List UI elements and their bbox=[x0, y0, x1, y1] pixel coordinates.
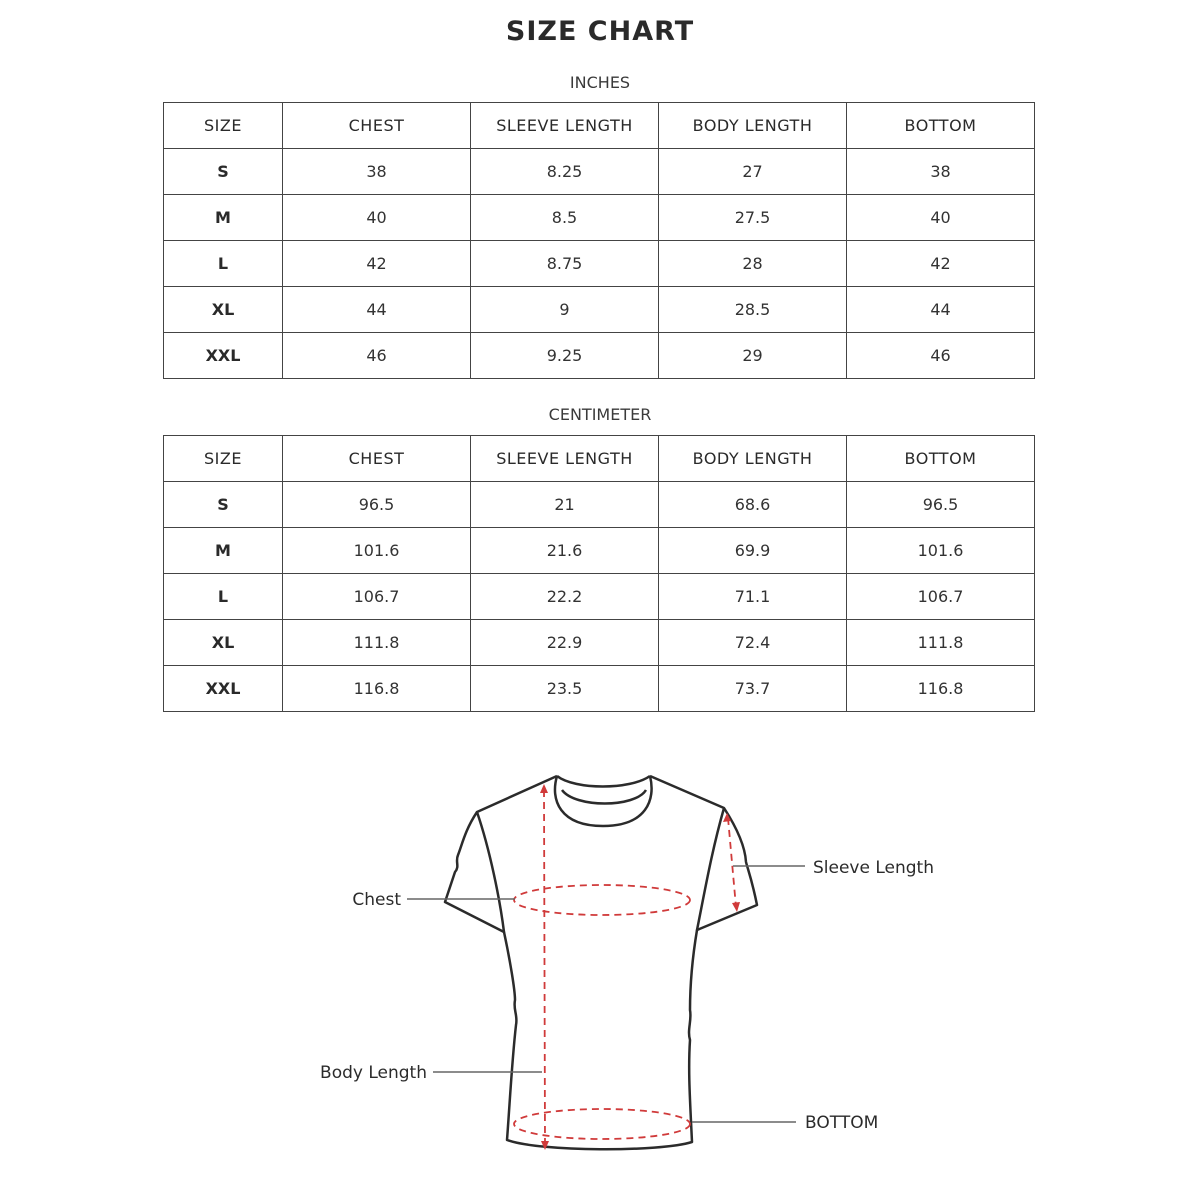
size-cell: S bbox=[163, 148, 283, 195]
value-cell: 73.7 bbox=[658, 665, 847, 712]
table-row: M 40 8.5 27.5 40 bbox=[163, 194, 1035, 241]
tshirt-outline bbox=[443, 774, 759, 1151]
value-cell: 8.75 bbox=[470, 240, 659, 287]
size-cell: L bbox=[163, 240, 283, 287]
size-cell: XXL bbox=[163, 332, 283, 379]
value-cell: 106.7 bbox=[282, 573, 471, 620]
value-cell: 38 bbox=[282, 148, 471, 195]
column-header: SIZE bbox=[163, 435, 283, 482]
value-cell: 28.5 bbox=[658, 286, 847, 333]
column-header: SLEEVE LENGTH bbox=[470, 435, 659, 482]
table-row: XL 44 9 28.5 44 bbox=[163, 286, 1035, 333]
chest-measure bbox=[513, 884, 691, 916]
table-row: XXL 46 9.25 29 46 bbox=[163, 332, 1035, 379]
arrow-up-icon bbox=[540, 784, 548, 793]
value-cell: 111.8 bbox=[846, 619, 1035, 666]
table-row: L 106.7 22.2 71.1 106.7 bbox=[163, 573, 1035, 620]
value-cell: 44 bbox=[846, 286, 1035, 333]
table-row: S 38 8.25 27 38 bbox=[163, 148, 1035, 195]
column-header: CHEST bbox=[282, 435, 471, 482]
arrow-down-icon bbox=[732, 902, 740, 912]
inches-caption: INCHES bbox=[569, 73, 631, 92]
size-cell: M bbox=[163, 527, 283, 574]
table-row: XL 111.8 22.9 72.4 111.8 bbox=[163, 619, 1035, 666]
value-cell: 46 bbox=[282, 332, 471, 379]
value-cell: 111.8 bbox=[282, 619, 471, 666]
inches-table: SIZE CHEST SLEEVE LENGTH BODY LENGTH BOTTOM S… bbox=[163, 102, 1035, 379]
size-cell: L bbox=[163, 573, 283, 620]
table-row: XXL 116.8 23.5 73.7 116.8 bbox=[163, 665, 1035, 712]
header-row: SIZE CHEST SLEEVE LENGTH BODY LENGTH BOTTOM bbox=[163, 102, 1035, 149]
bottom-measure bbox=[513, 1108, 691, 1140]
column-header: BODY LENGTH bbox=[658, 435, 847, 482]
centimeter-table: SIZE CHEST SLEEVE LENGTH BODY LENGTH BOTTOM S… bbox=[163, 435, 1035, 712]
value-cell: 42 bbox=[846, 240, 1035, 287]
value-cell: 46 bbox=[846, 332, 1035, 379]
value-cell: 9.25 bbox=[470, 332, 659, 379]
centimeter-caption: CENTIMETER bbox=[548, 405, 652, 424]
value-cell: 40 bbox=[846, 194, 1035, 241]
size-cell: XL bbox=[163, 619, 283, 666]
value-cell: 23.5 bbox=[470, 665, 659, 712]
arrow-up-icon bbox=[723, 813, 731, 822]
column-header: BOTTOM bbox=[846, 435, 1035, 482]
column-header: BOTTOM bbox=[846, 102, 1035, 149]
value-cell: 44 bbox=[282, 286, 471, 333]
value-cell: 101.6 bbox=[846, 527, 1035, 574]
header-row: SIZE CHEST SLEEVE LENGTH BODY LENGTH BOTTOM bbox=[163, 435, 1035, 482]
value-cell: 106.7 bbox=[846, 573, 1035, 620]
value-cell: 42 bbox=[282, 240, 471, 287]
column-header: BODY LENGTH bbox=[658, 102, 847, 149]
size-cell: XXL bbox=[163, 665, 283, 712]
value-cell: 116.8 bbox=[846, 665, 1035, 712]
bottom-label: BOTTOM bbox=[805, 1113, 878, 1133]
chest-label: Chest bbox=[352, 890, 401, 910]
body-length-label: Body Length bbox=[320, 1063, 427, 1083]
page-title: SIZE CHART bbox=[505, 16, 695, 47]
body-length-measure bbox=[543, 789, 546, 1146]
measure-lines bbox=[513, 789, 737, 1146]
value-cell: 8.25 bbox=[470, 148, 659, 195]
value-cell: 27.5 bbox=[658, 194, 847, 241]
arrow-icons bbox=[540, 784, 740, 1150]
value-cell: 71.1 bbox=[658, 573, 847, 620]
sleeve-length-measure bbox=[727, 817, 737, 908]
value-cell: 68.6 bbox=[658, 481, 847, 528]
sleeve-length-label: Sleeve Length bbox=[813, 858, 934, 878]
value-cell: 8.5 bbox=[470, 194, 659, 241]
value-cell: 38 bbox=[846, 148, 1035, 195]
value-cell: 96.5 bbox=[846, 481, 1035, 528]
arrow-down-icon bbox=[541, 1141, 549, 1150]
value-cell: 21 bbox=[470, 481, 659, 528]
table-row: L 42 8.75 28 42 bbox=[163, 240, 1035, 287]
leader-lines bbox=[407, 865, 805, 1123]
value-cell: 116.8 bbox=[282, 665, 471, 712]
